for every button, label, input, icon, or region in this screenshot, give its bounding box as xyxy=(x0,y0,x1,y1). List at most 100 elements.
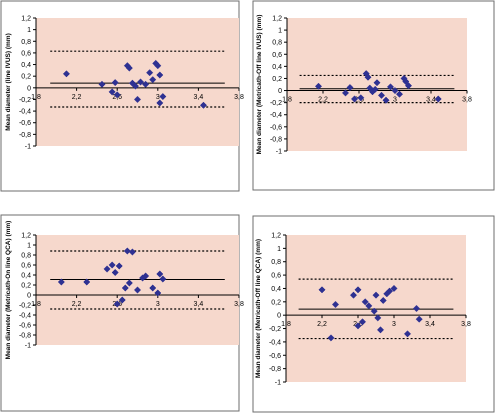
y-tick-label: 1 xyxy=(27,27,31,34)
data-point xyxy=(391,86,399,95)
data-point xyxy=(370,307,378,315)
y-tick-label: 1 xyxy=(277,246,281,253)
y-tick-label: -0,8 xyxy=(19,333,31,340)
data-point xyxy=(108,261,116,269)
data-point xyxy=(115,262,123,270)
y-tick-label: 0,4 xyxy=(272,64,282,71)
x-tick-label: 2,2 xyxy=(317,321,327,328)
data-point xyxy=(434,95,442,103)
data-point xyxy=(154,289,162,297)
y-tick-label: 0,6 xyxy=(271,273,281,280)
data-point xyxy=(364,73,372,81)
data-point xyxy=(349,291,358,299)
y-tick-label: -0,2 xyxy=(270,100,282,107)
data-point xyxy=(156,270,164,278)
data-point xyxy=(327,334,335,342)
x-tick-label: 1,8 xyxy=(31,94,41,101)
y-tick-label: -1 xyxy=(25,343,31,350)
y-tick-label: 0,8 xyxy=(272,40,282,47)
data-point xyxy=(98,80,106,88)
data-point xyxy=(113,300,121,308)
y-tick-label: -0,2 xyxy=(19,97,31,104)
y-tick-label: 1,2 xyxy=(21,233,31,240)
data-point xyxy=(133,286,142,294)
y-tick-label: 0,8 xyxy=(21,39,31,46)
data-point xyxy=(159,92,167,101)
y-tick-label: 0,2 xyxy=(21,283,31,290)
data-point xyxy=(146,69,154,77)
x-tick-label: 1,8 xyxy=(31,301,41,308)
data-point xyxy=(131,82,140,90)
y-axis-label: Mean diameter (Metricath-Off line QCA) (… xyxy=(255,239,262,378)
y-tick-label: -1 xyxy=(25,144,31,151)
data-point xyxy=(314,82,323,90)
data-point xyxy=(374,314,382,322)
y-tick-label: -0,4 xyxy=(270,112,282,119)
data-point xyxy=(156,99,164,107)
y-tick-label: 1 xyxy=(278,28,282,35)
x-tick-label: 2,2 xyxy=(72,94,82,101)
data-point xyxy=(402,77,410,86)
data-point xyxy=(395,90,404,98)
data-point xyxy=(350,95,359,103)
y-tick-label: -0,6 xyxy=(269,353,281,360)
data-point xyxy=(354,322,362,330)
y-tick-label: -0,4 xyxy=(19,313,31,320)
y-tick-label: 0 xyxy=(277,313,281,320)
y-tick-label: -0,4 xyxy=(19,109,31,116)
data-point xyxy=(412,304,421,313)
data-point xyxy=(361,298,369,306)
data-point xyxy=(128,248,136,256)
y-tick-label: -1 xyxy=(276,149,282,156)
data-point xyxy=(118,296,126,304)
x-tick-label: 3,4 xyxy=(194,301,204,308)
y-tick-label: -0,2 xyxy=(269,326,281,333)
data-point xyxy=(125,64,133,72)
data-point xyxy=(62,70,71,78)
data-point xyxy=(142,80,150,88)
y-tick-label: 0,6 xyxy=(272,52,282,59)
y-tick-label: -0,8 xyxy=(269,366,281,373)
y-tick-label: 0,6 xyxy=(21,50,31,57)
x-tick-label: 3,4 xyxy=(425,321,435,328)
data-point xyxy=(365,302,373,310)
x-tick-label: 3 xyxy=(393,97,397,104)
data-point xyxy=(154,62,162,70)
data-point xyxy=(382,96,390,104)
y-tick-label: -0,8 xyxy=(19,132,31,139)
y-tick-label: 0,8 xyxy=(271,259,281,266)
data-point xyxy=(346,83,354,92)
data-point xyxy=(377,91,386,99)
y-tick-label: 1 xyxy=(27,243,31,250)
data-point xyxy=(386,83,395,91)
y-tick-label: 1,2 xyxy=(21,16,31,23)
data-point xyxy=(373,79,381,87)
y-tick-label: 0,4 xyxy=(21,62,31,69)
chart-panel-4: 1,2 1 0,8 0,6 0,4 0,2 0 -0,2 -0,4 -0,6 -0,8 -1 1,8 2,… xyxy=(252,215,495,413)
y-tick-label: 0,4 xyxy=(21,273,31,280)
x-tick-label: 3 xyxy=(156,301,160,308)
data-point xyxy=(199,101,208,109)
data-point xyxy=(404,82,413,90)
data-point xyxy=(136,78,145,86)
data-point xyxy=(121,284,129,292)
data-point xyxy=(376,326,385,334)
data-point xyxy=(403,330,412,338)
x-tick-label: 3,8 xyxy=(234,94,244,101)
y-tick-label: -0,6 xyxy=(19,323,31,330)
data-point xyxy=(357,94,365,102)
data-point xyxy=(142,272,150,280)
y-tick-label: 0,2 xyxy=(21,74,31,81)
x-tick-label: 3,8 xyxy=(461,321,471,328)
data-point xyxy=(341,89,350,97)
y-tick-label: 1,2 xyxy=(272,16,282,23)
data-point xyxy=(159,275,167,283)
x-tick-label: 3 xyxy=(392,321,396,328)
plot-area xyxy=(286,235,466,382)
data-point xyxy=(133,95,142,104)
y-tick-label: 0,2 xyxy=(271,299,281,306)
data-point xyxy=(108,88,116,96)
data-point xyxy=(318,286,326,294)
data-point xyxy=(415,315,423,323)
